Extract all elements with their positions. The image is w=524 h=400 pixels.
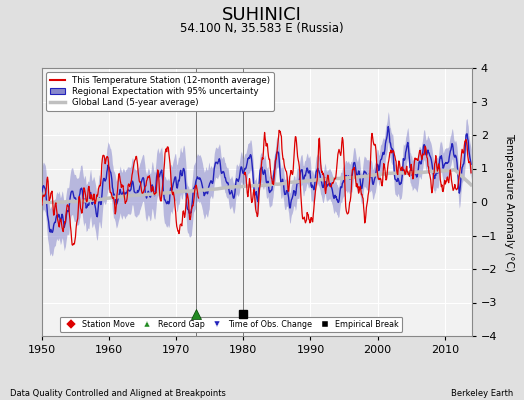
Text: Berkeley Earth: Berkeley Earth	[451, 389, 514, 398]
Legend: Station Move, Record Gap, Time of Obs. Change, Empirical Break: Station Move, Record Gap, Time of Obs. C…	[60, 316, 402, 332]
Text: Data Quality Controlled and Aligned at Breakpoints: Data Quality Controlled and Aligned at B…	[10, 389, 226, 398]
Y-axis label: Temperature Anomaly (°C): Temperature Anomaly (°C)	[504, 132, 514, 272]
Text: SUHINICI: SUHINICI	[222, 6, 302, 24]
Text: 54.100 N, 35.583 E (Russia): 54.100 N, 35.583 E (Russia)	[180, 22, 344, 35]
